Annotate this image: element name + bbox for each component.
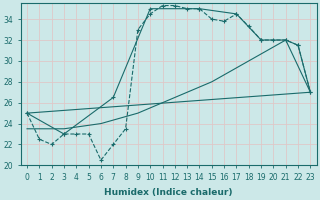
X-axis label: Humidex (Indice chaleur): Humidex (Indice chaleur) [104,188,233,197]
